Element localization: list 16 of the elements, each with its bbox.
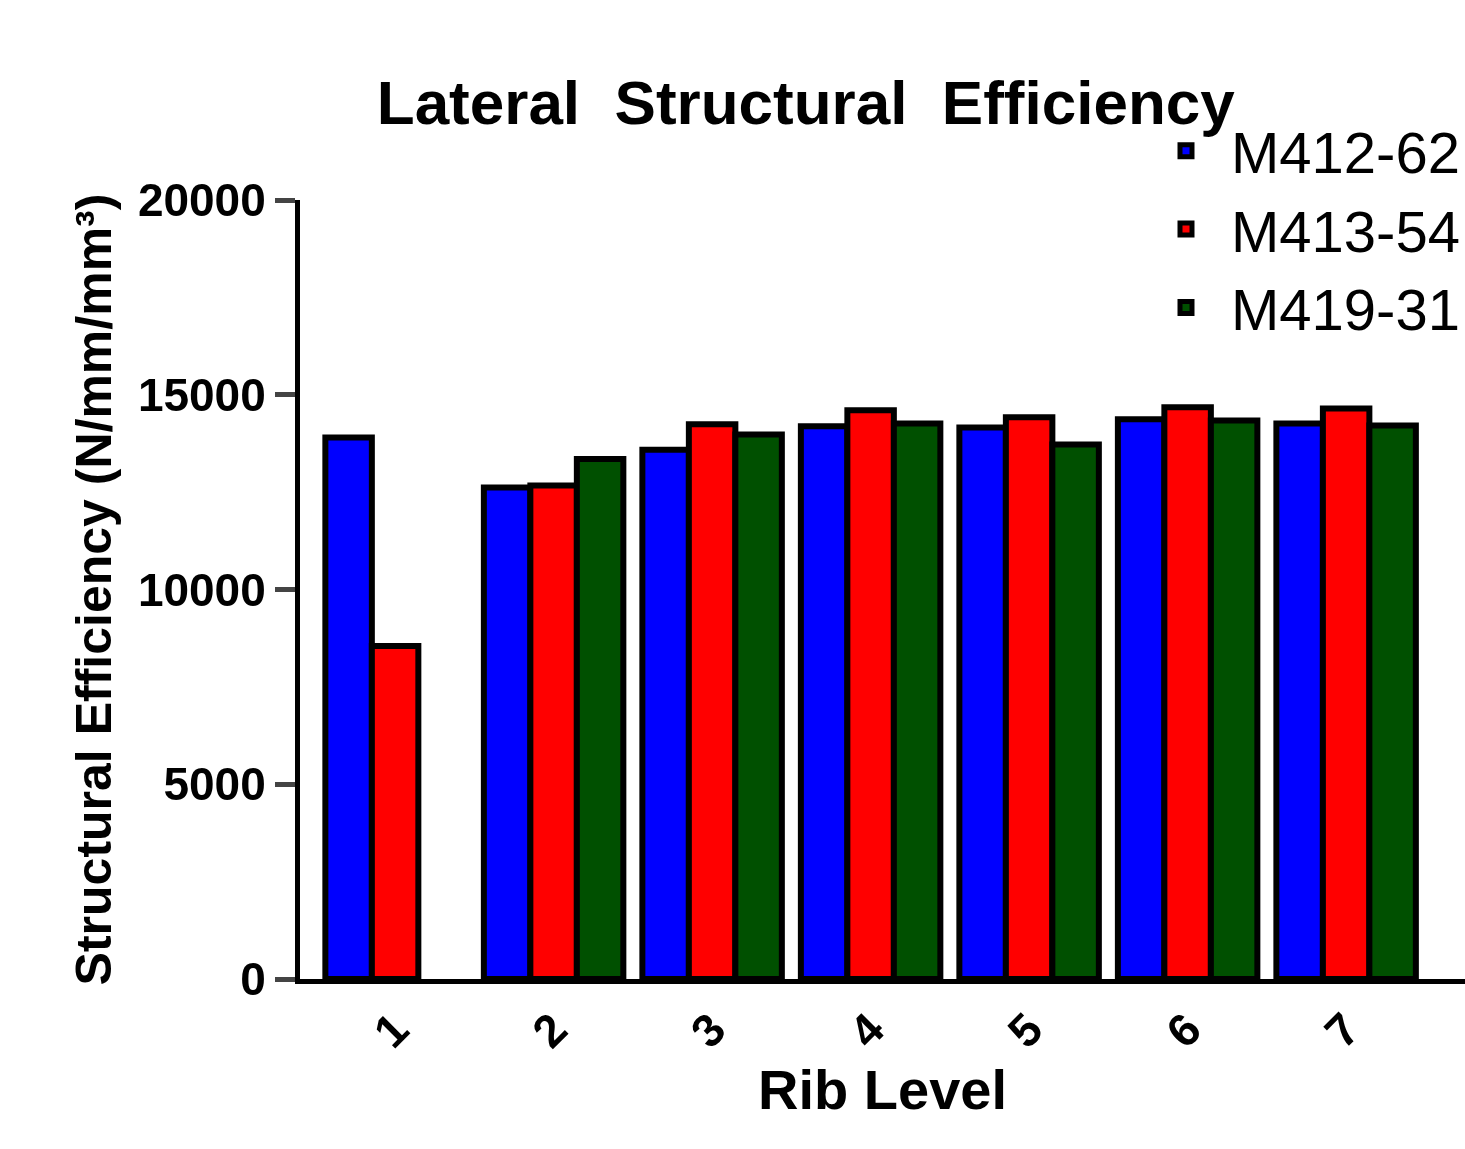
- y-axis-title: Structural Efficiency (N/mm/mm³): [65, 193, 122, 986]
- x-tick-label: 3: [680, 1002, 736, 1058]
- legend-label: M413-54: [1231, 198, 1460, 264]
- y-tick-label: 15000: [137, 368, 266, 421]
- y-tick-label: 20000: [137, 174, 266, 227]
- legend-label: M419-31: [1231, 277, 1460, 343]
- x-tick-label: 7: [1314, 1002, 1370, 1058]
- x-tick-label: 1: [363, 1002, 419, 1058]
- y-tick-label: 10000: [137, 563, 266, 616]
- x-tick-label: 4: [839, 1002, 895, 1058]
- y-tick-label: 0: [240, 953, 266, 1006]
- x-tick-label: 2: [522, 1002, 577, 1058]
- y-tick-label: 5000: [163, 758, 266, 811]
- x-tick-label: 5: [997, 1002, 1053, 1058]
- x-axis-title: Rib Level: [758, 1057, 1007, 1121]
- x-tick-label: 6: [1156, 1002, 1211, 1058]
